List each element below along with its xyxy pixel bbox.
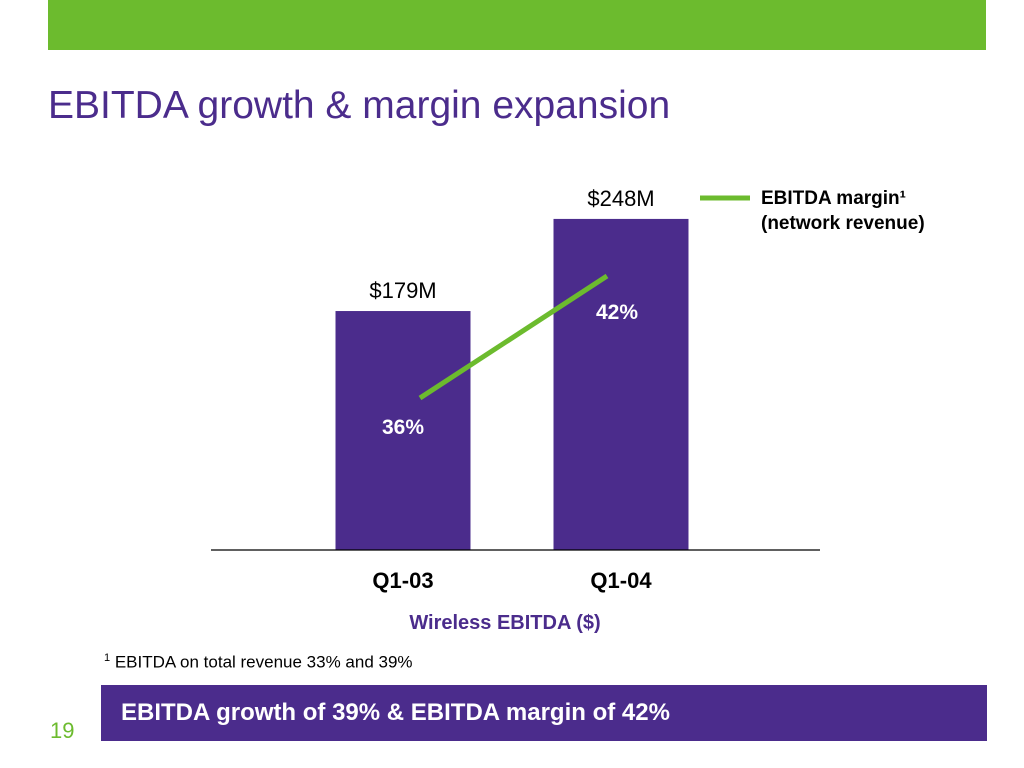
labels-group: $179M Q1-03 $248M Q1-04 36% 42% bbox=[369, 186, 654, 593]
x-axis-title: Wireless EBITDA ($) bbox=[409, 612, 600, 634]
category-tick-label: Q1-03 bbox=[372, 568, 433, 593]
margin-line-group bbox=[418, 273, 609, 401]
bar-value-label: $248M bbox=[587, 186, 654, 211]
bar-q1-03 bbox=[335, 311, 471, 550]
footnote: 1 EBITDA on total revenue 33% and 39% bbox=[104, 652, 413, 673]
legend-label: EBITDA margin¹ (network revenue) bbox=[761, 186, 925, 236]
footnote-marker: 1 bbox=[104, 652, 111, 664]
footnote-text: EBITDA on total revenue 33% and 39% bbox=[110, 652, 413, 672]
bars-group bbox=[335, 218, 689, 551]
legend-line-2: (network revenue) bbox=[761, 213, 925, 234]
margin-data-label: 42% bbox=[596, 301, 638, 324]
page-number: 19 bbox=[50, 718, 75, 743]
category-tick-label: Q1-04 bbox=[590, 568, 652, 593]
banner-text: EBITDA growth of 39% & EBITDA margin of … bbox=[121, 699, 670, 726]
bar-value-label: $179M bbox=[369, 278, 436, 303]
slide-title: EBITDA growth & margin expansion bbox=[48, 84, 671, 127]
top-accent-bar bbox=[48, 0, 986, 50]
bar-q1-04 bbox=[553, 218, 689, 551]
margin-series-line bbox=[418, 273, 609, 401]
legend-line-1: EBITDA margin¹ bbox=[761, 188, 906, 209]
margin-data-label: 36% bbox=[382, 416, 424, 439]
summary-banner: EBITDA growth of 39% & EBITDA margin of … bbox=[101, 685, 987, 741]
